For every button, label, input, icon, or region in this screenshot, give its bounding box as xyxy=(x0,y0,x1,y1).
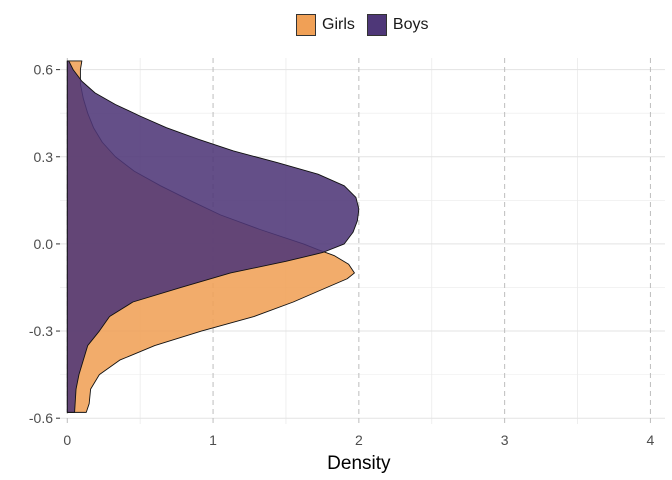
legend: Girls Boys xyxy=(296,14,440,36)
legend-label-boys: Boys xyxy=(392,16,429,33)
y-tick-label: -0.3 xyxy=(29,323,53,339)
legend-swatch-boys xyxy=(366,14,387,36)
x-tick-label: 4 xyxy=(647,432,655,448)
density-area-boys xyxy=(66,60,360,413)
y-tick-label: -0.6 xyxy=(29,410,53,426)
y-axis: -0.6 -0.3 0.0 0.3 0.6 xyxy=(29,62,60,426)
legend-swatch-girls xyxy=(296,14,316,36)
y-tick-label: 0.0 xyxy=(34,236,54,252)
y-tick-label: 0.6 xyxy=(34,62,54,78)
x-tick-label: 3 xyxy=(501,432,509,448)
x-tick-label: 2 xyxy=(355,432,363,448)
x-axis: 0 1 2 3 4 xyxy=(63,432,654,448)
legend-item-boys: Boys xyxy=(366,14,429,36)
y-tick-label: 0.3 xyxy=(34,149,54,165)
x-tick-label: 0 xyxy=(63,432,71,448)
density-areas xyxy=(66,60,360,413)
legend-item-girls: Girls xyxy=(296,14,355,36)
x-axis-title: Density xyxy=(327,453,391,474)
x-tick-label: 1 xyxy=(209,432,217,448)
legend-label-girls: Girls xyxy=(322,16,355,33)
